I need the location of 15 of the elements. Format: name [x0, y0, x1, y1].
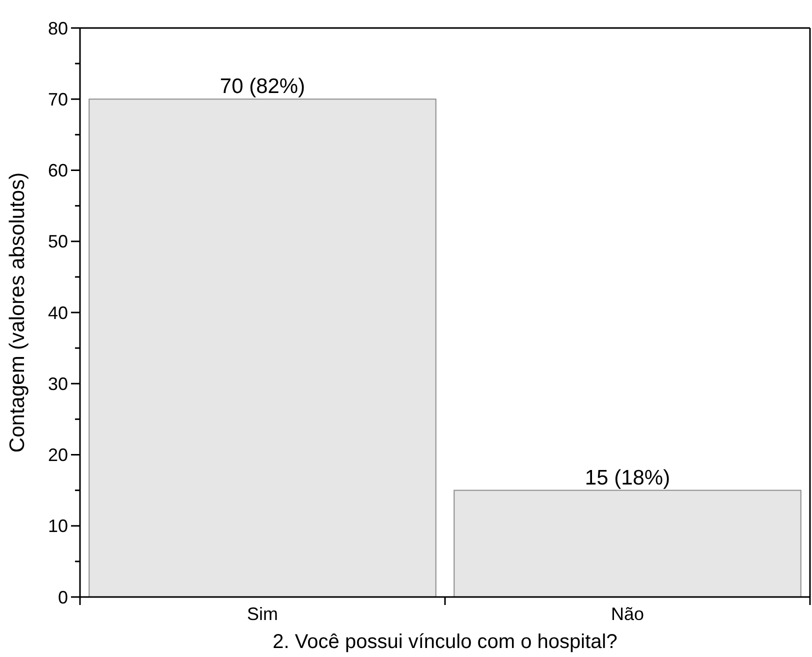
y-tick-label: 60	[48, 160, 68, 181]
y-axis-title: Contagem (valores absolutos)	[6, 172, 29, 453]
y-tick-label: 40	[48, 302, 68, 323]
x-axis-title: 2. Você possui vínculo com o hospital?	[272, 631, 618, 653]
y-tick-label: 20	[48, 445, 68, 466]
x-tick-label: Sim	[247, 604, 278, 624]
y-tick-label: 10	[48, 516, 68, 536]
x-tick-label: Não	[610, 604, 644, 624]
y-tick-label: 0	[58, 587, 68, 608]
data-label: 70 (82%)	[220, 75, 306, 98]
y-tick-label: 50	[48, 232, 68, 252]
y-tick-label: 80	[48, 18, 68, 38]
y-tick-label: 30	[48, 374, 68, 394]
y-tick-label: 70	[48, 89, 68, 110]
data-label: 15 (18%)	[584, 466, 670, 490]
